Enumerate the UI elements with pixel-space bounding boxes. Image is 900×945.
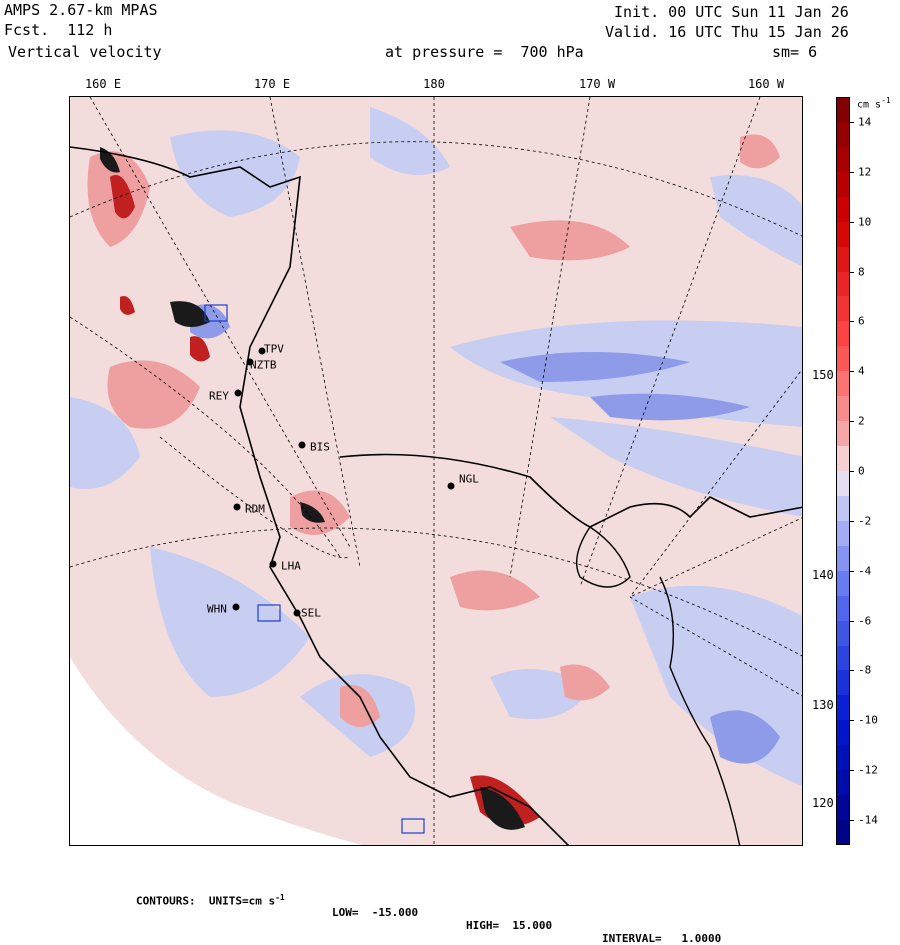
colorbar-segment <box>836 321 850 347</box>
field-name: Vertical velocity <box>8 43 162 61</box>
colorbar-segment <box>836 396 850 422</box>
forecast-hour: Fcst. 112 h <box>4 21 113 39</box>
colorbar-tick-label: -4 <box>858 564 872 578</box>
colorbar-tick-mark <box>849 670 854 672</box>
colorbar-segment <box>836 221 850 248</box>
colorbar-segment <box>836 296 850 322</box>
station-label-sel: SEL <box>301 606 321 620</box>
colorbar-tick-label: -14 <box>858 813 878 827</box>
extreme-velocity-areas <box>100 147 525 830</box>
colorbar-tick-mark <box>849 171 854 173</box>
colorbar-segment <box>836 246 850 273</box>
contours-high: HIGH= 15.000 <box>466 919 553 932</box>
colorbar-segment <box>836 695 850 721</box>
colorbar-tick-label: 8 <box>858 265 865 279</box>
colorbar-tick-mark <box>849 371 854 373</box>
colorbar-tick-label: 14 <box>858 115 872 129</box>
model-title: AMPS 2.67-km MPAS <box>4 1 158 19</box>
colorbar-segment <box>836 471 850 497</box>
colorbar-segment <box>836 545 850 572</box>
lon-label-170e: 170 E <box>253 77 291 91</box>
station-label-ngl: NGL <box>459 472 479 486</box>
lon-label-160w: 160 W <box>747 77 785 91</box>
colorbar-tick-mark <box>849 221 854 223</box>
colorbar-segment <box>836 670 850 696</box>
colorbar-units: cm s-1 <box>857 96 891 111</box>
colorbar-tick-mark <box>849 770 854 772</box>
colorbar-segment <box>836 146 850 173</box>
coastline <box>70 146 570 845</box>
lon-label-180: 180 <box>423 77 445 91</box>
lon-label-160e: 160 E <box>84 77 122 91</box>
colorbar-segment <box>836 171 850 198</box>
colorbar-tick-label: -12 <box>858 763 878 777</box>
pressure-level: at pressure = 700 hPa <box>385 43 584 61</box>
colorbar-tick-mark <box>849 471 854 472</box>
colorbar-tick-mark <box>849 570 854 572</box>
colorbar-segment <box>836 421 850 447</box>
graticule <box>70 97 802 845</box>
highlight-boxes <box>204 304 425 834</box>
colorbar-tick-mark <box>849 720 854 722</box>
colorbar-segment <box>836 595 850 622</box>
negative-velocity-areas <box>70 107 802 787</box>
island-outline <box>576 526 631 588</box>
station-label-bis: BIS <box>310 440 330 454</box>
colorbar-tick-label: -10 <box>858 713 878 727</box>
no-data-region <box>70 657 363 845</box>
colorbar-segment <box>836 446 850 472</box>
colorbar-segment <box>836 196 850 223</box>
colorbar-segment <box>836 645 850 671</box>
lon-label-170w: 170 W <box>578 77 616 91</box>
colorbar-tick-label: -2 <box>858 514 872 528</box>
contours-interval: INTERVAL= 1.0000 <box>602 932 722 945</box>
station-markers <box>232 347 455 617</box>
colorbar-tick-label: 0 <box>858 464 865 478</box>
coastline-east <box>659 576 741 845</box>
colorbar-segment <box>836 97 850 123</box>
colorbar-segment <box>836 121 850 148</box>
colorbar-tick-label: -6 <box>858 614 872 628</box>
colorbar-segment <box>836 346 850 372</box>
colorbar-tick-label: 2 <box>858 414 865 428</box>
colorbar-tick-label: 12 <box>858 165 872 179</box>
station-label-tpv: TPV <box>264 342 284 356</box>
colorbar-tick-mark <box>849 520 854 522</box>
init-time: Init. 00 UTC Sun 11 Jan 26 <box>614 3 849 21</box>
colorbar-segment <box>836 620 850 647</box>
colorbar-segment <box>836 820 850 846</box>
colorbar-tick-mark <box>849 820 854 822</box>
map-canvas <box>70 97 802 845</box>
colorbar-tick-mark <box>849 421 854 423</box>
valid-time: Valid. 16 UTC Thu 15 Jan 26 <box>605 23 849 41</box>
colorbar-segment <box>836 495 850 522</box>
colorbar-segment <box>836 570 850 597</box>
colorbar-segment <box>836 770 850 796</box>
ice-shelf-edge <box>339 453 802 528</box>
colorbar-tick-label: 10 <box>858 215 872 229</box>
station-label-nztb: NZTB <box>250 358 277 372</box>
colorbar-segment <box>836 745 850 771</box>
colorbar-segment <box>836 371 850 397</box>
colorbar-segment <box>836 271 850 297</box>
contours-low: LOW= -15.000 <box>332 906 419 919</box>
colorbar-tick-label: 4 <box>858 364 865 378</box>
contours-units: CONTOURS: UNITS=cm s-1 <box>136 893 285 908</box>
smoothing-value: sm= 6 <box>772 43 818 61</box>
colorbar-segment <box>836 795 850 821</box>
station-label-rdm: RDM <box>245 502 265 516</box>
colorbar-tick-label: -8 <box>858 663 872 677</box>
velocity-map[interactable]: TPV NZTB REY BIS NGL RDM LHA WHN SEL <box>69 96 803 846</box>
station-label-whn: WHN <box>207 602 227 616</box>
contour-info: CONTOURS: UNITS=cm s-1 LOW= -15.000 HIGH… <box>136 880 721 945</box>
colorbar-tick-label: 6 <box>858 314 865 328</box>
colorbar-tick-mark <box>849 620 854 622</box>
colorbar-tick-mark <box>849 321 854 323</box>
colorbar-tick-mark <box>849 271 854 273</box>
colorbar-segment <box>836 720 850 746</box>
station-label-lha: LHA <box>281 559 301 573</box>
station-label-rey: REY <box>209 389 229 403</box>
colorbar-segment <box>836 520 850 547</box>
colorbar-tick-mark <box>849 121 854 123</box>
